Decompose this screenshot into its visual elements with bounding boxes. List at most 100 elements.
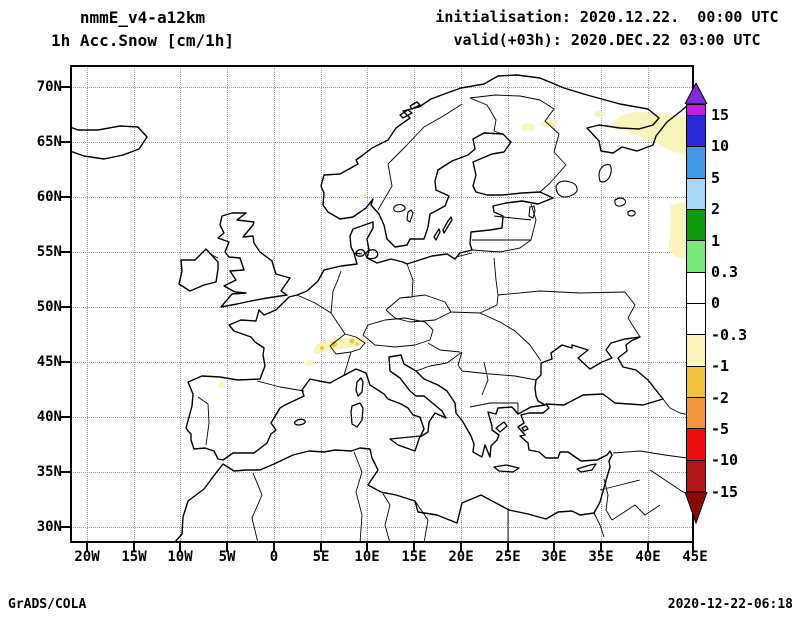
island-euboea	[495, 421, 508, 433]
island-oland	[433, 228, 441, 241]
snow-shading-light	[218, 111, 694, 389]
colorbar-tick-label: 1	[711, 232, 721, 250]
island-zealand	[365, 249, 379, 260]
lon-label: 20E	[448, 549, 474, 565]
colorbar-tick-label: -0.3	[711, 326, 748, 344]
lat-tick	[61, 306, 70, 308]
lon-label: 45E	[682, 549, 708, 565]
lon-label: 0	[269, 549, 279, 565]
lat-tick	[61, 416, 70, 418]
lon-tick	[600, 543, 602, 552]
valid-time-text: valid(+03h): 2020.DEC.22 03:00 UTC	[453, 31, 761, 49]
colorbar-band	[687, 366, 705, 398]
colorbar-tick-label: -15	[711, 483, 739, 501]
initialisation-text: initialisation: 2020.12.22. 00:00 UTC	[435, 8, 779, 26]
island-sardinia	[350, 402, 364, 428]
lon-tick	[413, 543, 415, 552]
lat-label: 30N	[36, 519, 62, 535]
gridline-lon	[227, 65, 228, 543]
lon-tick	[86, 543, 88, 552]
map-frame	[70, 65, 694, 543]
snow-shading-moderate	[320, 338, 359, 350]
lon-tick	[366, 543, 368, 552]
gridline-lon	[554, 65, 555, 543]
title-left-block: nmmE_v4-a12km 1h Acc.Snow [cm/1h]	[10, 6, 275, 52]
lake-onega	[598, 164, 612, 183]
lat-tick	[61, 361, 70, 363]
lon-label: 30E	[541, 549, 567, 565]
gridline-lon	[508, 65, 509, 543]
gridline-lon	[367, 65, 368, 543]
colorbar-tick-label: 0.3	[711, 263, 739, 281]
lon-label: 15E	[401, 549, 427, 565]
colorbar-band	[687, 147, 705, 179]
lon-tick	[226, 543, 228, 552]
gridline-lat	[70, 197, 694, 198]
lat-tick	[61, 526, 70, 528]
colorbar-tick-label: 10	[711, 137, 730, 155]
gridline-lon	[414, 65, 415, 543]
lon-label: 5W	[218, 549, 236, 565]
lon-tick	[273, 543, 275, 552]
gridline-lon	[134, 65, 135, 543]
island-mallorca	[294, 418, 306, 426]
lat-tick	[61, 471, 70, 473]
country-borders	[197, 94, 694, 543]
lon-tick	[320, 543, 322, 552]
island-sicily	[389, 435, 421, 452]
colorbar	[686, 115, 706, 492]
colorbar-band	[687, 397, 705, 430]
gridline-lon	[601, 65, 602, 543]
colorbar-band	[687, 429, 705, 461]
island-lesbos	[521, 425, 529, 432]
lon-label: 25E	[495, 549, 521, 565]
gridline-lat	[70, 362, 694, 363]
lat-label: 60N	[36, 189, 62, 205]
gridline-lat	[70, 527, 694, 528]
island-gotland	[442, 216, 453, 234]
lat-label: 50N	[36, 299, 62, 315]
lon-tick	[179, 543, 181, 552]
field-title: 1h Acc.Snow [cm/1h]	[50, 31, 235, 50]
lon-label: 35E	[588, 549, 614, 565]
lon-tick	[647, 543, 649, 552]
colorbar-tick-label: 0	[711, 294, 721, 312]
lake-small	[627, 209, 636, 217]
lon-label: 20W	[74, 549, 100, 565]
lake-vanern	[393, 203, 406, 213]
colorbar-tick-label: 15	[711, 106, 730, 124]
lake-vattern	[406, 209, 414, 223]
colorbar-tick-label: -10	[711, 451, 739, 469]
creation-timestamp: 2020-12-22-06:18	[667, 597, 793, 612]
gridline-lon	[321, 65, 322, 543]
lake-ladoga	[555, 180, 578, 198]
lon-label: 40E	[635, 549, 661, 565]
lat-tick	[61, 196, 70, 198]
island-corsica	[355, 377, 364, 397]
colorbar-band	[687, 272, 705, 304]
lon-tick	[460, 543, 462, 552]
island-lofoten	[409, 101, 421, 110]
lat-label: 65N	[36, 134, 62, 150]
colorbar-tick-label: -2	[711, 389, 730, 407]
colorbar-band	[687, 460, 705, 491]
colorbar-band	[687, 303, 705, 336]
lon-tick	[133, 543, 135, 552]
colorbar-band	[687, 209, 705, 242]
colorbar-band	[687, 178, 705, 210]
island-great-britain	[217, 212, 291, 308]
gridline-lon	[461, 65, 462, 543]
lon-label: 5E	[312, 549, 330, 565]
model-title: nmmE_v4-a12km	[79, 8, 206, 27]
title-right-block: initialisation: 2020.12.22. 00:00 UTC va…	[418, 6, 796, 52]
coastline-mainland	[173, 74, 694, 543]
colorbar-tick-label: -5	[711, 420, 730, 438]
colorbar-tick-label: 2	[711, 200, 721, 218]
gridline-lat	[70, 417, 694, 418]
gridline-lon	[87, 65, 88, 543]
gridline-lat	[70, 252, 694, 253]
coastline-iceland	[70, 125, 148, 160]
island-lofoten	[399, 109, 413, 119]
lat-label: 55N	[36, 244, 62, 260]
